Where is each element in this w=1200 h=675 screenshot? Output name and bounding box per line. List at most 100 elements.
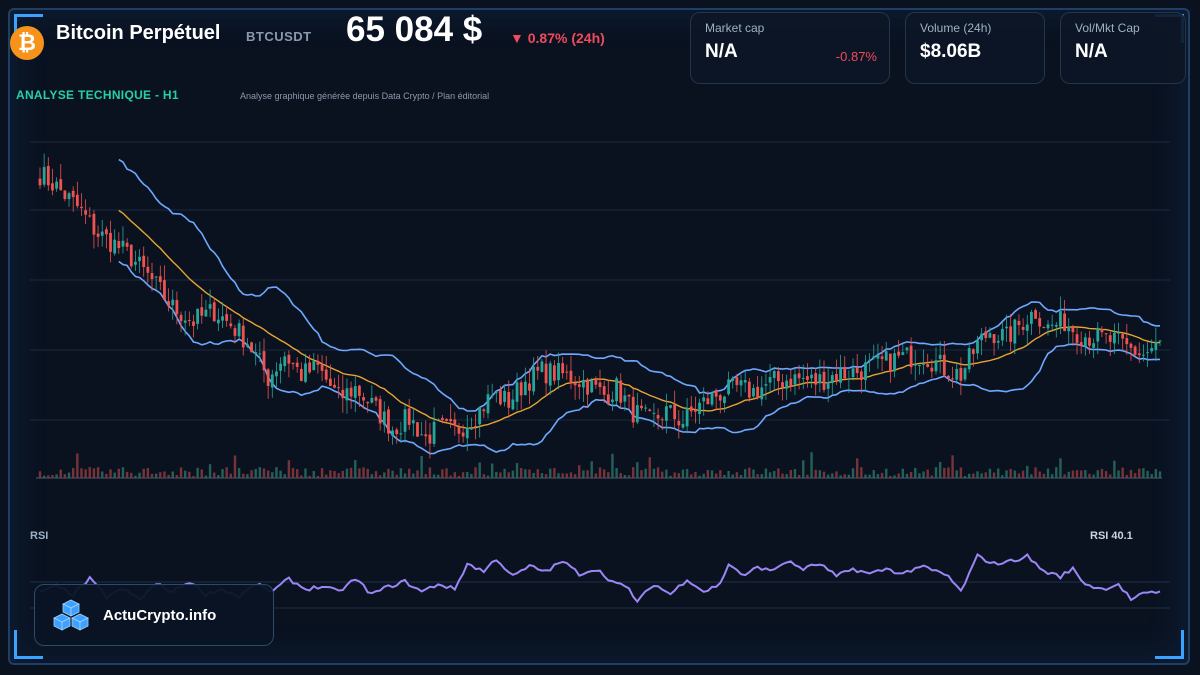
volume-bar [880,472,884,478]
volume-bar [984,472,987,478]
market-cap-label: Market cap [705,21,765,35]
volume-bar [171,471,174,478]
candle-body [424,434,428,437]
candle-body [420,434,424,436]
candle-body [1021,326,1025,330]
volume-bar [631,467,635,478]
volume-bar [221,469,224,478]
volume-bar [1146,470,1149,478]
volume-bar [582,470,585,478]
candle-body [80,206,83,209]
candle-body [569,370,573,383]
volume-bar [1067,471,1070,478]
volume-bar [71,467,75,478]
candle-body [793,374,797,385]
volume-bar [55,474,58,478]
volume-bar [847,474,851,478]
volume-bar [399,468,403,478]
volume-bar [586,470,589,478]
candle-body [1050,324,1054,326]
candle-body [75,194,79,207]
candle-body [652,412,656,414]
candle-body [333,384,336,388]
volume-bar [63,474,67,478]
volume-bar [557,473,560,478]
price-chart[interactable] [0,110,1200,495]
brand-badge[interactable]: ActuCrypto.info [34,584,274,646]
volume-bar [275,467,278,478]
candle-body [884,351,888,361]
volume-bar [785,474,788,478]
volume-bar [354,460,357,478]
volume-bar [1042,473,1046,478]
candle-body [416,422,419,437]
candle-body [922,363,925,365]
section-title: ANALYSE TECHNIQUE - H1 [16,88,179,102]
candle-body [868,359,872,361]
volume-bar [1142,468,1145,478]
volume-bar [1009,468,1012,478]
candle-body [839,368,842,383]
volume-bar [1063,474,1066,478]
volume-bar [926,469,929,478]
candle-body [403,409,407,432]
volume-bar [208,464,212,478]
candle-body [685,408,689,427]
candle-body [1034,310,1037,319]
volume-bar [432,474,436,478]
candle-body [51,183,54,191]
volume-card: Volume (24h) $8.06B [905,12,1045,84]
volume-bar [976,471,979,478]
candle-body [1000,328,1004,341]
candle-body [1108,335,1112,342]
candle-body [913,364,917,366]
candle-body [1092,343,1096,348]
volume-bar [279,470,282,478]
candle-body [710,392,714,405]
candle-body [971,349,975,354]
candle-body [187,320,191,322]
candle-body [1063,313,1066,332]
volume-bar [598,467,602,478]
candle-body [125,242,129,247]
candle-body [511,399,515,410]
volume-bar [544,474,548,478]
volume-bar [690,474,693,478]
volume-bar [142,468,145,478]
candle-body [1104,333,1108,335]
volume-bar [1075,470,1079,478]
volume-bar [511,470,515,478]
current-price: 65 084 $ [346,10,483,49]
candle-body [764,384,768,386]
candle-body [308,362,312,373]
volume-bar [739,474,743,478]
volume-bar [378,475,382,478]
candle-body [548,363,552,386]
candle-body [353,386,357,398]
candle-body [1100,329,1104,333]
volume-bar [403,473,407,478]
volume-bar [237,468,241,478]
candle-body [316,360,320,365]
volume-bar [179,467,183,478]
volume-bar [101,471,104,478]
volume-bar [287,460,291,478]
candle-body [934,360,938,372]
volume-bar [756,474,759,478]
candle-body [200,307,204,316]
candle-body [121,240,125,247]
candle-body [171,299,175,306]
volume-bar [420,456,423,478]
volume-bar [320,468,324,478]
volume-bar [349,467,353,478]
volume-bar [175,475,179,478]
candle-body [328,378,332,387]
volume-bar [578,465,581,478]
volume-bar [955,470,958,478]
volume-bar [300,475,303,478]
candle-body [337,387,341,389]
candle-body [523,381,527,396]
volume-bar [38,471,42,478]
volume-bar [1026,465,1029,478]
candle-body [341,389,345,399]
